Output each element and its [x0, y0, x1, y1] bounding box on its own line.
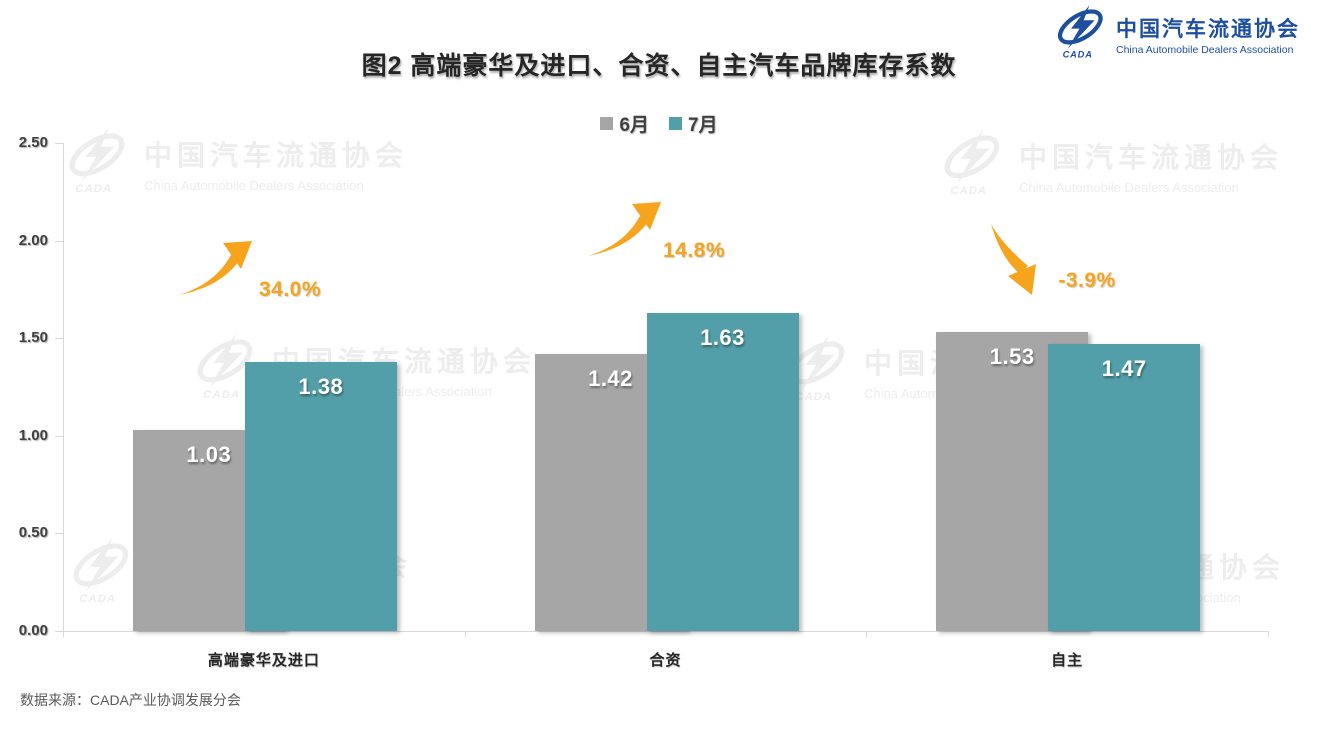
svg-text:CADA: CADA	[795, 391, 832, 402]
bar-jul-domestic	[1048, 344, 1201, 631]
category-label-joint-venture: 合资	[649, 652, 682, 669]
watermark: CADA 中国汽车流通协会 China Automobile Dealers Ass…	[66, 128, 408, 199]
legend-swatch-jul	[669, 117, 682, 130]
y-axis-tick-mark	[55, 240, 63, 242]
legend-label-jul: 7月	[688, 115, 718, 136]
y-axis-tick-mark	[55, 338, 63, 340]
arrow-up-icon	[177, 239, 252, 301]
watermark-text-en: China Automobile Dealers Association	[144, 178, 364, 193]
bar-value-jun-luxury-import: 1.03	[186, 441, 232, 467]
svg-text:CADA: CADA	[203, 389, 240, 400]
arrow-up-icon	[586, 200, 661, 262]
y-axis-tick-label: 2.00	[18, 231, 48, 249]
x-axis-tick-mark	[63, 631, 64, 637]
data-source: 数据来源：CADA产业协调发展分会	[20, 692, 241, 708]
legend-item-jun: 6月	[600, 110, 649, 137]
watermark-text-en: China Automobile Dealers Association	[1019, 180, 1239, 195]
x-axis-line	[63, 631, 1269, 632]
y-axis-tick-mark	[55, 533, 63, 535]
bar-value-jul-luxury-import: 1.38	[298, 373, 344, 399]
category-label-luxury-import: 高端豪华及进口	[207, 652, 320, 669]
change-label-joint-venture: 14.8%	[662, 239, 726, 262]
x-axis-tick-mark	[464, 631, 466, 637]
svg-text:CADA: CADA	[950, 185, 987, 196]
category-label-domestic: 自主	[1051, 652, 1084, 669]
y-axis-tick-mark	[55, 631, 63, 632]
brand-logo: CADA 中国汽车流通协会 China Automobile Dealers A…	[1055, 5, 1300, 64]
bar-jul-joint-venture	[646, 312, 799, 631]
y-axis-tick-mark	[55, 143, 63, 144]
y-axis-tick-label: 0.50	[18, 524, 48, 542]
svg-text:CADA: CADA	[1063, 49, 1093, 59]
y-axis-tick-label: 0.00	[18, 622, 48, 639]
y-axis-line	[63, 143, 64, 632]
brand-name-en: China Automobile Dealers Association	[1116, 44, 1294, 56]
y-axis-tick-label: 1.00	[18, 426, 48, 444]
x-axis-tick-mark	[866, 631, 868, 637]
brand-text: 中国汽车流通协会 China Automobile Dealers Associ…	[1116, 13, 1300, 56]
bar-jul-luxury-import	[244, 361, 397, 631]
chart-title: 图2 高端豪华及进口、合资、自主汽车品牌库存系数	[361, 52, 957, 80]
watermark: CADA 中国汽车流通协会 China Automobile Dealers Ass…	[941, 130, 1283, 201]
legend: 6月 7月	[0, 110, 1318, 137]
legend-item-jul: 7月	[669, 110, 718, 137]
bar-value-jul-joint-venture: 1.63	[700, 324, 745, 350]
cada-watermark-icon: CADA	[941, 130, 1007, 201]
watermark-text-cn: 中国汽车流通协会	[144, 140, 409, 171]
watermark-text: 中国汽车流通协会 China Automobile Dealers Associa…	[1019, 136, 1283, 195]
cada-logo-icon: CADA	[1055, 5, 1109, 64]
cada-watermark-icon: CADA	[70, 538, 136, 609]
bar-value-jun-domestic: 1.53	[989, 344, 1035, 370]
y-axis-tick-label: 2.50	[18, 134, 48, 151]
brand-name-cn: 中国汽车流通协会	[1116, 18, 1300, 41]
watermark-text-cn: 中国汽车流通协会	[1019, 142, 1284, 173]
watermark-text: 中国汽车流通协会 China Automobile Dealers Associa…	[144, 134, 408, 193]
arrow-down-icon	[988, 222, 1046, 301]
y-axis-tick-label: 1.50	[18, 329, 48, 347]
x-axis-tick-mark	[1268, 631, 1269, 637]
bar-value-jul-domestic: 1.47	[1101, 356, 1147, 382]
svg-text:CADA: CADA	[79, 593, 116, 604]
change-label-luxury-import: 34.0%	[258, 278, 322, 301]
legend-label-jun: 6月	[619, 115, 649, 136]
bar-value-jun-joint-venture: 1.42	[588, 365, 633, 391]
y-axis-tick-mark	[55, 435, 63, 437]
legend-swatch-jun	[600, 117, 614, 130]
change-label-domestic: -3.9%	[1058, 269, 1116, 292]
svg-text:CADA: CADA	[75, 183, 112, 194]
cada-watermark-icon: CADA	[66, 128, 132, 199]
